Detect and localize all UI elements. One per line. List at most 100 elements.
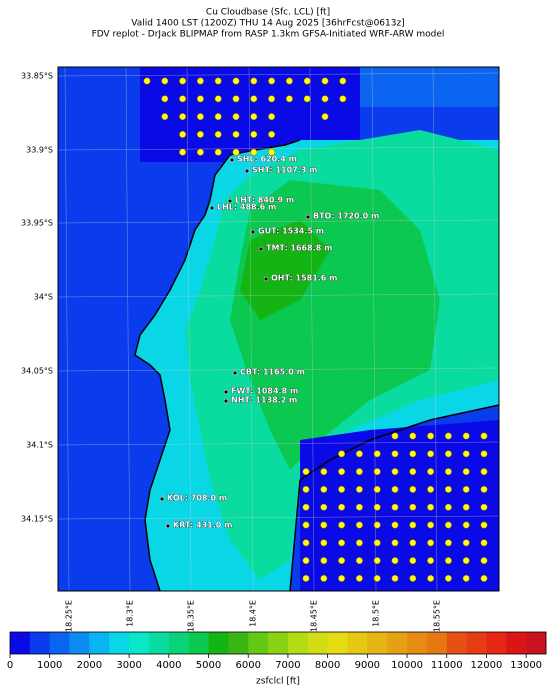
marker (444, 557, 452, 565)
station-dot (165, 523, 171, 529)
marker (391, 432, 399, 440)
lat-label: 33.95°S (21, 219, 53, 228)
station-dot (223, 389, 229, 395)
marker (462, 521, 470, 529)
marker (444, 485, 452, 493)
marker (444, 574, 452, 582)
marker (338, 450, 346, 458)
colorbar-tick-label: 5000 (196, 660, 221, 671)
marker (444, 450, 452, 458)
marker (409, 432, 417, 440)
marker (427, 485, 435, 493)
marker (480, 574, 488, 582)
marker (480, 539, 488, 547)
marker (214, 95, 222, 103)
marker (320, 574, 328, 582)
marker (355, 557, 363, 565)
marker (373, 468, 381, 476)
marker (409, 450, 417, 458)
marker (480, 468, 488, 476)
marker (338, 557, 346, 565)
colorbar-swatch (506, 632, 527, 654)
lon-label: 18.55°E (433, 600, 442, 632)
marker (391, 557, 399, 565)
marker (232, 77, 240, 85)
colorbar-swatch (466, 632, 487, 654)
marker (355, 574, 363, 582)
marker (214, 77, 222, 85)
marker (338, 485, 346, 493)
marker (196, 95, 204, 103)
lon-label: 18.3°E (126, 600, 135, 627)
colorbar-swatch (49, 632, 70, 654)
marker (320, 503, 328, 511)
marker (427, 539, 435, 547)
colorbar-swatch (446, 632, 467, 654)
marker (462, 503, 470, 511)
lon-label: 18.5°E (372, 600, 381, 627)
colorbar-swatch (208, 632, 229, 654)
marker (250, 130, 258, 138)
marker (462, 539, 470, 547)
station-label: GUT: 1534.5 m (258, 227, 324, 236)
marker (444, 468, 452, 476)
lat-label: 34.15°S (21, 515, 53, 524)
station-dot (227, 198, 233, 204)
title-line: Cu Cloudbase (Sfc. LCL) [ft] (206, 8, 330, 18)
marker (409, 539, 417, 547)
colorbar-tick-label: 13000 (510, 660, 542, 671)
colorbar-swatch (228, 632, 249, 654)
marker (338, 574, 346, 582)
marker (268, 113, 276, 121)
marker (373, 574, 381, 582)
map-frame (57, 66, 500, 592)
station-dot (258, 246, 264, 252)
lat-label: 33.85°S (21, 72, 53, 81)
marker (196, 113, 204, 121)
colorbar-swatch (89, 632, 110, 654)
graticule-line (309, 66, 315, 592)
marker (444, 539, 452, 547)
station-dot (250, 229, 256, 235)
marker (302, 539, 310, 547)
colorbar-tick-label: 9000 (355, 660, 380, 671)
marker (462, 468, 470, 476)
marker (250, 113, 258, 121)
station-dot (263, 276, 269, 282)
lat-label: 34.1°S (26, 441, 53, 450)
station-label: FWT: 1084.8 m (231, 387, 298, 396)
marker (250, 148, 258, 156)
colorbar-swatch (287, 632, 309, 654)
marker (321, 113, 329, 121)
marker (179, 130, 187, 138)
station-label: OHT: 1581.6 m (271, 274, 338, 283)
station-dot (305, 214, 311, 220)
marker (179, 95, 187, 103)
marker (480, 557, 488, 565)
colorbar-tick-label: 1000 (37, 660, 62, 671)
colorbar-swatch (347, 632, 368, 654)
lon-label: 18.45°E (310, 600, 319, 632)
marker (303, 77, 311, 85)
station-label: TMT: 1668.8 m (266, 244, 332, 253)
title-line: Valid 1400 LST (1200Z) THU 14 Aug 2025 [… (131, 19, 404, 29)
marker (302, 503, 310, 511)
marker (302, 485, 310, 493)
lat-label: 33.9°S (26, 146, 53, 155)
station-label: SHL: 620.4 m (237, 155, 297, 164)
marker (214, 113, 222, 121)
colorbar-swatch (168, 632, 189, 654)
marker (179, 77, 187, 85)
marker (321, 77, 329, 85)
land-peak (240, 220, 330, 320)
colorbar-tick-label: 8000 (315, 660, 340, 671)
marker (427, 468, 435, 476)
marker (338, 521, 346, 529)
colorbar-swatch (367, 632, 388, 654)
colorbar-swatch (148, 632, 170, 654)
cell-block (300, 420, 499, 591)
graticule-line (57, 72, 500, 77)
graticule-line (57, 515, 500, 520)
colorbar-tick-label: 10000 (391, 660, 423, 671)
marker (427, 574, 435, 582)
